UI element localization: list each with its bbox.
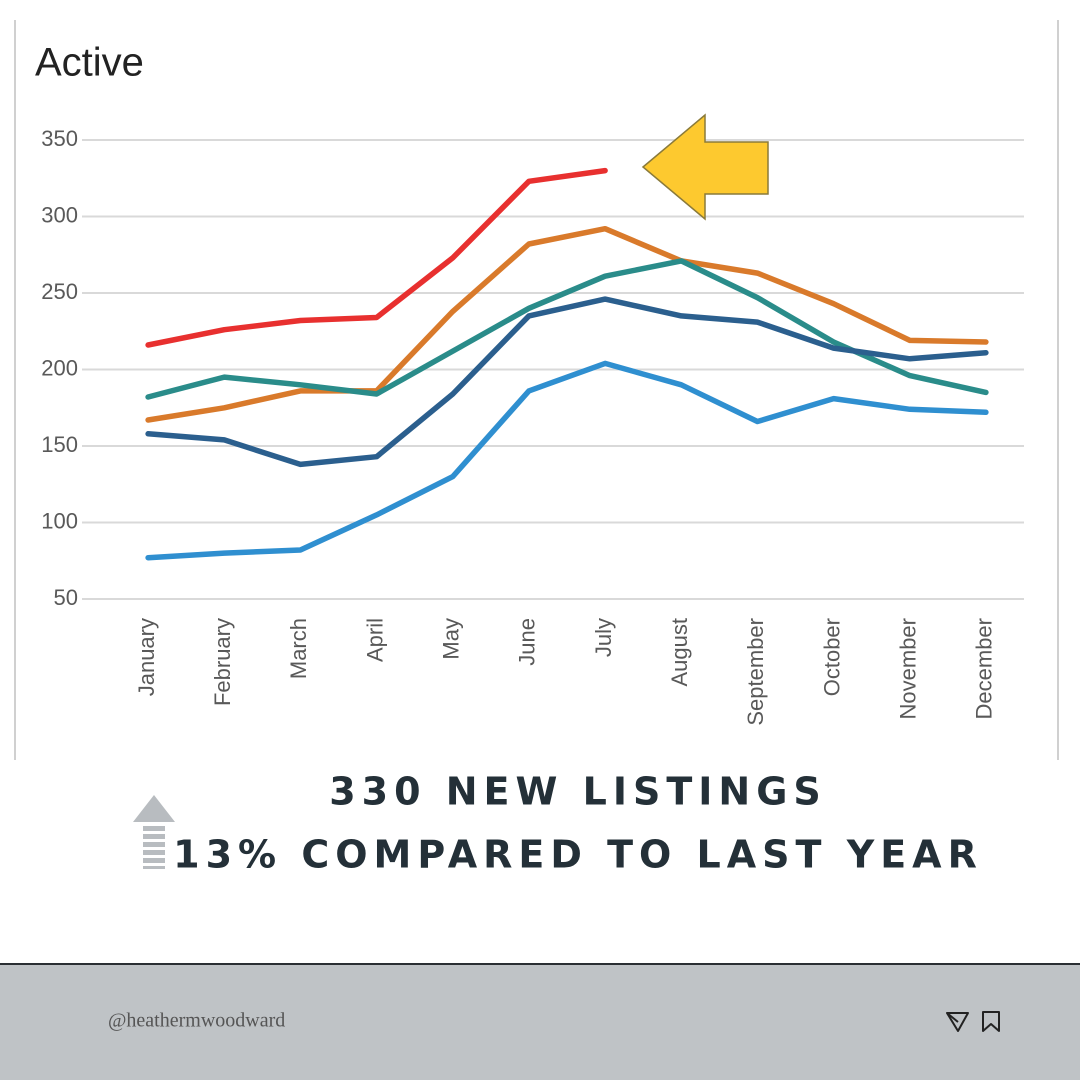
x-tick-label: March: [286, 618, 311, 679]
headline: 13% COMPARED TO LAST YEAR: [173, 833, 983, 877]
bookmark-icon[interactable]: [982, 1011, 1000, 1032]
x-tick-label: June: [515, 618, 540, 666]
y-tick-label: 350: [41, 126, 78, 151]
y-tick-label: 100: [41, 508, 78, 533]
series-line: [145, 167, 608, 348]
x-tick-label: December: [972, 618, 997, 719]
series-line: [145, 296, 989, 468]
callout-arrow: [641, 113, 769, 221]
x-tick-label: May: [439, 618, 464, 660]
y-tick-label: 300: [41, 202, 78, 227]
chart-title: Active: [35, 41, 144, 85]
plot: 50 100 150 200 250 300 350 January February March…: [41, 126, 1024, 726]
x-tick-label: April: [362, 618, 387, 662]
x-tick-label: January: [134, 618, 159, 696]
headline: 330 NEW LISTINGS: [329, 770, 827, 814]
x-tick-label: August: [667, 618, 692, 687]
share-icon[interactable]: [946, 1012, 969, 1032]
series-line: [145, 225, 989, 423]
x-tick-label: July: [591, 618, 616, 657]
y-tick-label: 250: [41, 279, 78, 304]
y-tick-label: 150: [41, 432, 78, 457]
up-arrow-icon: [133, 795, 175, 869]
x-tick-label: November: [896, 618, 921, 719]
footer: [0, 964, 1080, 1080]
x-tick-label: February: [210, 618, 235, 706]
y-tick-label: 50: [54, 585, 78, 610]
x-tick-label: October: [819, 618, 844, 696]
series-line: [145, 360, 989, 561]
x-tick-label: September: [743, 618, 768, 726]
handle: @heathermwoodward: [108, 1010, 285, 1032]
y-tick-label: 200: [41, 355, 78, 380]
